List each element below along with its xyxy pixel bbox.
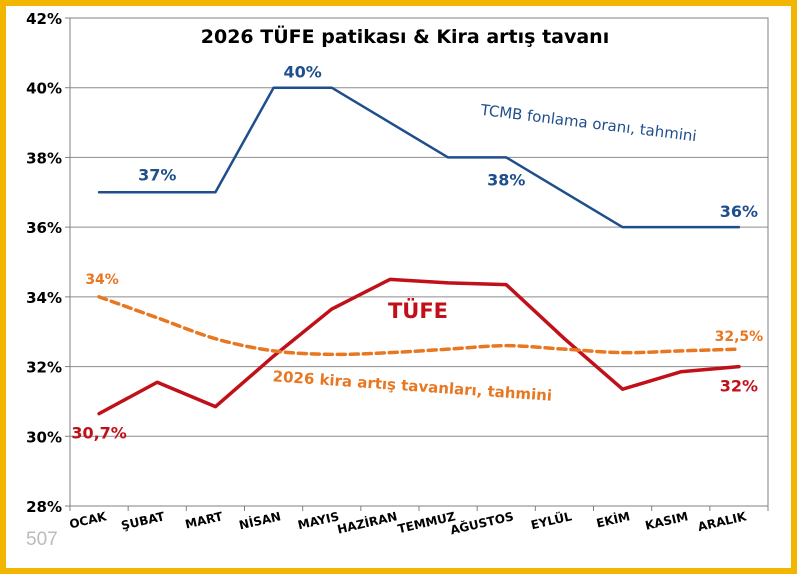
y-axis: 28% 30% 32% 34% 36% 38% 40% 42% <box>26 10 70 516</box>
x-tick-label: EKİM <box>595 508 631 530</box>
y-tick-label: 40% <box>26 80 62 98</box>
series-line <box>97 86 741 229</box>
series-label: 2026 kira artış tavanları, tahmini <box>272 367 553 404</box>
x-tick-label: TEMMUZ <box>396 509 457 536</box>
data-label: 36% <box>720 202 758 221</box>
x-axis: OCAK ŞUBAT MART NİSAN MAYISHAZİRANTEMMUZAĞUS… <box>68 506 769 537</box>
x-tick-label: ŞUBAT <box>120 509 167 533</box>
plot-area <box>69 17 769 507</box>
y-tick-label: 30% <box>26 428 62 446</box>
x-tick-label: HAZİRAN <box>336 508 399 536</box>
y-tick-label: 34% <box>26 289 62 307</box>
series-label: TÜFE <box>388 298 448 323</box>
y-tick-label: 28% <box>26 498 62 516</box>
data-label: 32,5% <box>715 329 764 345</box>
y-tick-label: 32% <box>26 359 62 377</box>
watermark-number: 507 <box>26 529 58 550</box>
x-tick-label: ARALIK <box>696 509 748 534</box>
data-label: 37% <box>138 165 176 184</box>
x-tick-label: OCAK <box>68 509 108 531</box>
y-tick-label: 36% <box>26 219 62 237</box>
series-label: TCMB fonlama oranı, tahmini <box>479 101 698 145</box>
x-tick-label: NİSAN <box>237 508 282 532</box>
data-label: 34% <box>85 272 119 288</box>
data-label: 40% <box>284 63 322 82</box>
gridlines <box>70 17 768 507</box>
series-line <box>97 295 741 357</box>
x-tick-label: MART <box>184 509 225 531</box>
y-tick-label: 42% <box>26 10 62 28</box>
x-tick-label: KASIM <box>644 509 690 532</box>
data-label: 30,7% <box>71 424 127 443</box>
data-label: 38% <box>487 170 525 189</box>
y-tick-label: 38% <box>26 149 62 167</box>
chart-title: 2026 TÜFE patikası & Kira artış tavanı <box>201 24 609 48</box>
x-tick-label: MAYIS <box>296 509 340 532</box>
series-line <box>97 277 741 416</box>
data-label: 32% <box>720 377 758 396</box>
x-tick-label: EYLÜL <box>529 508 573 532</box>
series-lines <box>97 86 741 416</box>
annotations: TCMB fonlama oranı, tahmini TÜFE 2026 kira… <box>71 63 763 443</box>
x-tick-label: AĞUSTOS <box>449 508 515 537</box>
